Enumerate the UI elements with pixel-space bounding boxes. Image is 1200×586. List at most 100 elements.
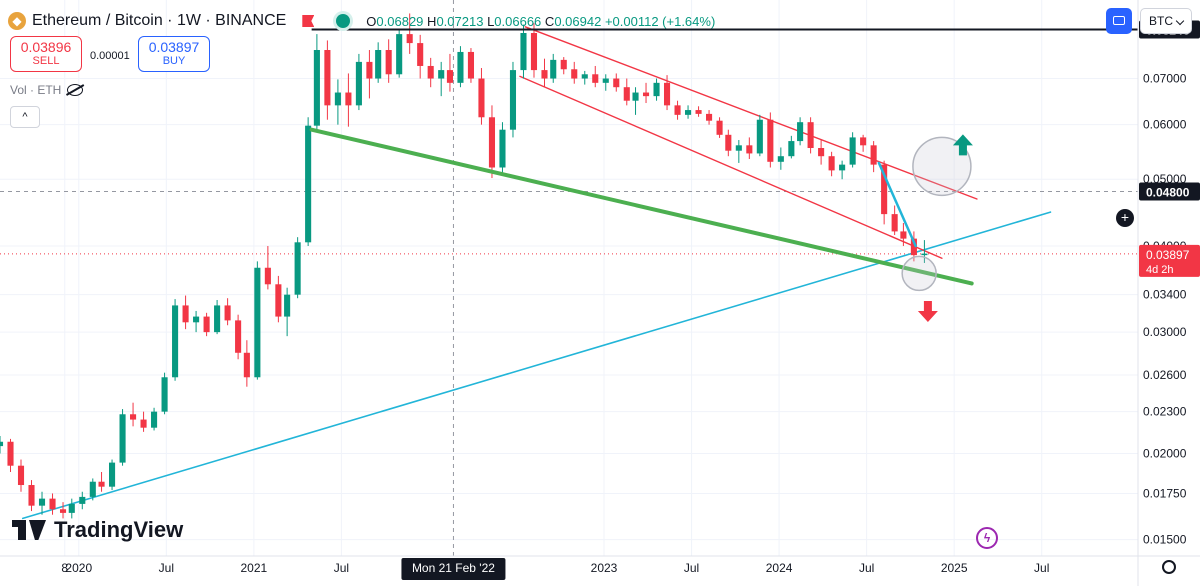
candle-body xyxy=(881,164,888,215)
candle-body xyxy=(695,110,702,114)
candle-body xyxy=(663,82,671,106)
candle-body xyxy=(685,110,692,115)
last-price-tag xyxy=(1139,244,1200,277)
legend-row: ◆ Ethereum / Bitcoin · 1W · BINANCE O0.0… xyxy=(8,10,715,32)
candle-body xyxy=(560,59,567,70)
candle-body xyxy=(488,117,496,168)
y-tick-label: 0.03400 xyxy=(1143,288,1187,302)
candle-body xyxy=(334,92,341,106)
candle-body xyxy=(275,284,282,317)
tradingview-icon xyxy=(12,520,46,540)
crosshair-price-label: 0.04800 xyxy=(1146,185,1190,199)
sell-price: 0.03896 xyxy=(20,39,72,55)
collapse-legend-button[interactable]: ^ xyxy=(10,106,40,128)
candle-body xyxy=(520,33,527,71)
candle-body xyxy=(243,352,250,378)
crosshair-date-tag xyxy=(401,558,506,580)
candle-body xyxy=(674,105,681,115)
y-tick-label: 0.06000 xyxy=(1143,118,1187,132)
candle-body xyxy=(446,70,453,83)
candle-body xyxy=(109,462,116,487)
candle-body xyxy=(7,441,14,466)
candle-body xyxy=(161,377,168,412)
x-tick-label: 2024 xyxy=(766,561,793,575)
x-tick-label: 8 xyxy=(61,561,68,575)
crosshair-date-label: Mon 21 Feb '22 xyxy=(412,561,495,575)
candle-body xyxy=(756,119,763,154)
candle-body xyxy=(860,137,867,146)
gear-icon[interactable] xyxy=(1162,560,1176,574)
candle-body xyxy=(182,305,189,323)
y-tick-label: 0.07000 xyxy=(1143,72,1187,86)
volume-label: Vol · ETH xyxy=(10,83,62,97)
candle-body xyxy=(457,51,464,83)
ohlc-change: +0.00112 (+1.64%) xyxy=(604,13,716,29)
candle-body xyxy=(366,61,373,79)
candle-body xyxy=(602,78,609,83)
candle-body xyxy=(613,78,620,88)
candle-body xyxy=(642,92,650,97)
y-tick-label: 0.02300 xyxy=(1143,405,1187,419)
candle-body xyxy=(264,267,271,285)
candle-body xyxy=(151,411,158,428)
volume-legend: Vol · ETH xyxy=(10,83,84,97)
sell-button[interactable]: 0.03896 SELL xyxy=(10,36,82,72)
status-dot-icon xyxy=(336,14,351,28)
candle-body xyxy=(571,69,578,79)
crosshair-price-tag xyxy=(1139,182,1200,201)
x-tick-label: Jul xyxy=(334,561,349,575)
channel-upper-line xyxy=(524,26,978,200)
candle-body xyxy=(130,414,137,420)
candle-body xyxy=(849,137,856,165)
candle-body xyxy=(119,414,126,463)
candle-body xyxy=(28,485,35,506)
candle-body xyxy=(541,70,548,79)
candle-body xyxy=(89,481,96,497)
candle-body xyxy=(355,61,362,106)
candle-body xyxy=(581,74,588,79)
annotations-over xyxy=(309,28,1138,322)
currency-select[interactable]: BTC xyxy=(1140,8,1192,34)
candle-body xyxy=(427,65,434,79)
y-tick-label: 0.03000 xyxy=(1143,325,1187,339)
candle-body xyxy=(294,242,301,295)
x-tick-label: 2025 xyxy=(941,561,968,575)
candle-body xyxy=(235,320,242,353)
y-tick-label: 0.02600 xyxy=(1143,368,1187,382)
candle-body xyxy=(891,214,898,232)
annotations-under xyxy=(21,26,1052,520)
candle-body xyxy=(224,305,231,321)
candle-body xyxy=(59,509,67,513)
y-tick-label: 0.02000 xyxy=(1143,446,1187,460)
candle-body xyxy=(324,50,331,106)
candle-body xyxy=(550,59,557,79)
candles xyxy=(0,13,928,519)
candle-body xyxy=(716,120,723,135)
lightning-icon[interactable]: ϟ xyxy=(976,527,998,549)
eye-off-icon[interactable] xyxy=(67,84,84,96)
symbol-title[interactable]: Ethereum / Bitcoin · 1W · BINANCE xyxy=(32,12,287,29)
countdown-label: 4d 2h xyxy=(1146,264,1174,276)
x-tick-label: Jul xyxy=(684,561,699,575)
x-tick-label: Jul xyxy=(1034,561,1049,575)
candle-body xyxy=(345,92,352,106)
candle-body xyxy=(706,113,713,121)
compare-icon[interactable] xyxy=(1106,8,1132,34)
flag-icon[interactable] xyxy=(302,15,315,27)
buy-button[interactable]: 0.03897 BUY xyxy=(138,36,210,72)
candle-body xyxy=(592,74,599,83)
buy-label: BUY xyxy=(162,55,186,67)
candle-body xyxy=(839,164,846,171)
candle-body xyxy=(417,43,424,66)
candle-body xyxy=(140,419,147,428)
candle-body xyxy=(910,238,917,256)
add-alert-button[interactable]: + xyxy=(1116,209,1134,227)
candle-body xyxy=(38,498,46,506)
grid xyxy=(0,0,1138,556)
candle-body xyxy=(767,119,774,162)
candle-body xyxy=(68,503,75,513)
y-tick-label: 0.01500 xyxy=(1143,533,1187,547)
target-circle-lower xyxy=(901,255,937,292)
